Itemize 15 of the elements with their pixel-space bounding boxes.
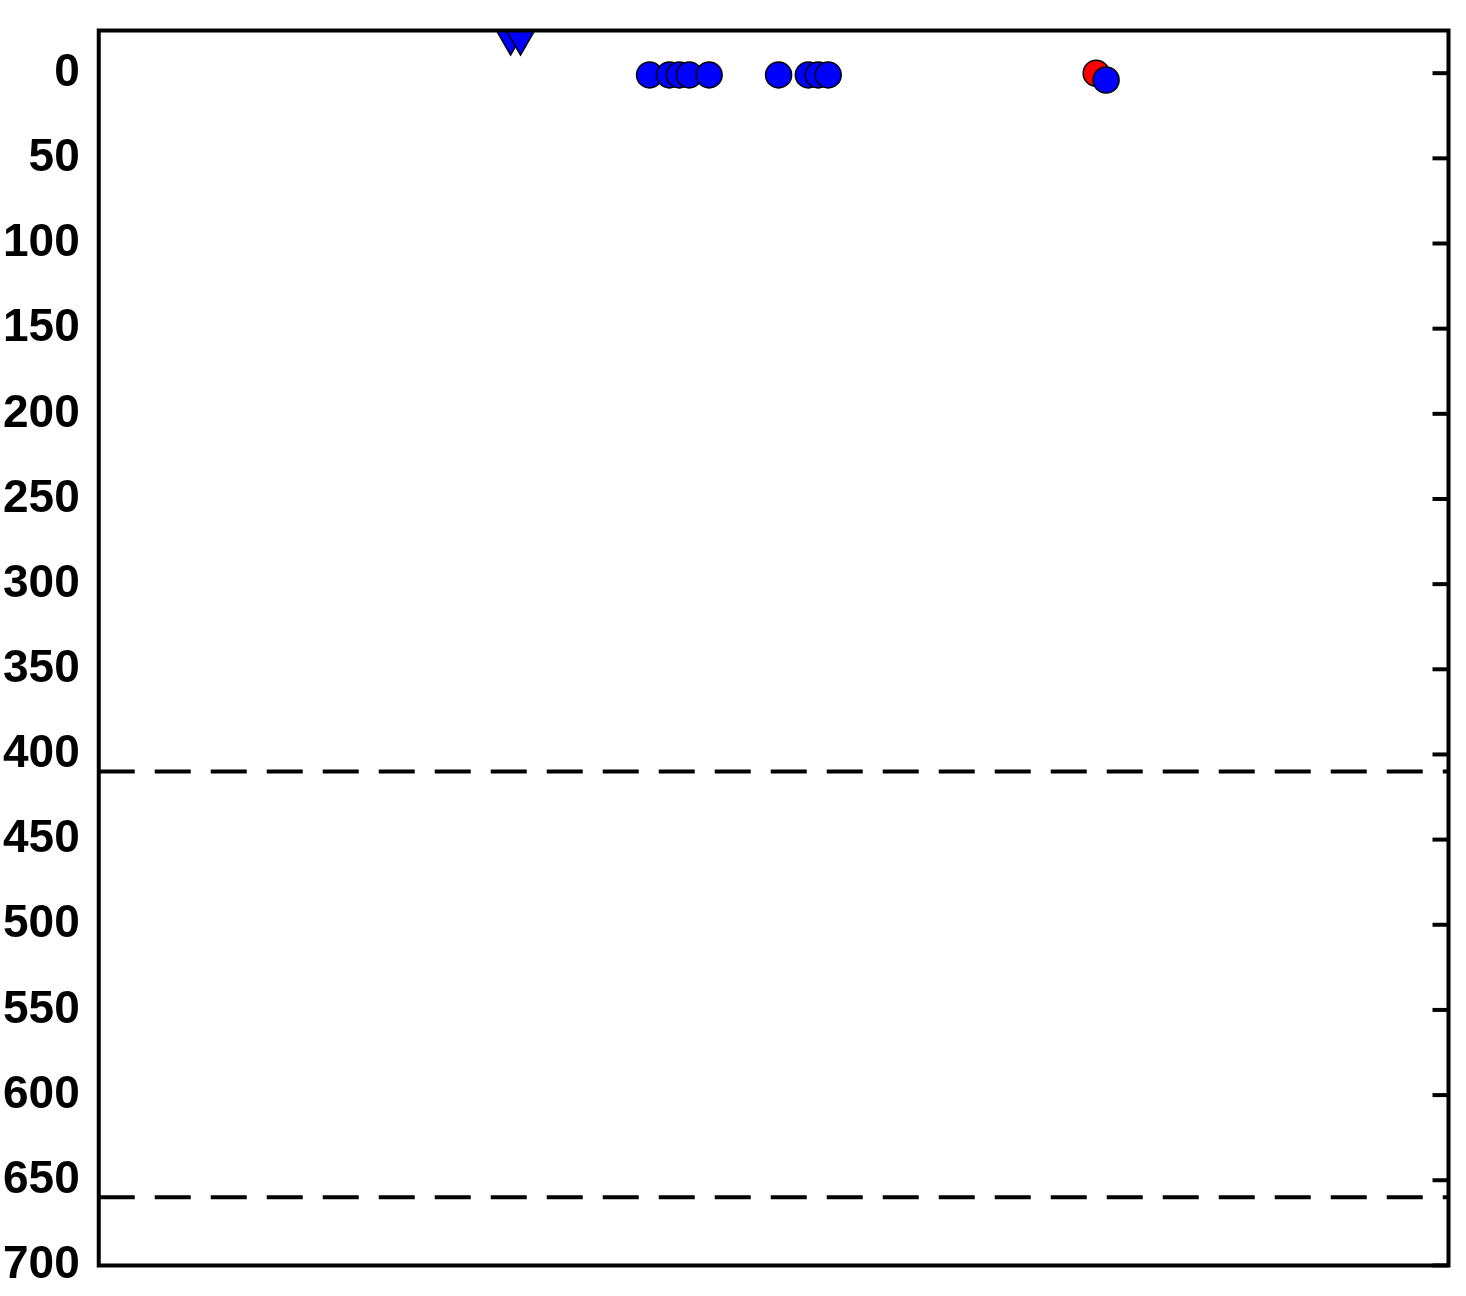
y-tick-label: 400 (3, 725, 80, 778)
y-tick-label: 650 (3, 1150, 80, 1203)
y-tick-label: 150 (3, 299, 80, 352)
y-tick-label: 250 (3, 469, 80, 522)
y-tick-label: 500 (3, 895, 80, 948)
y-tick-label: 350 (3, 639, 80, 692)
y-tick-label: 100 (3, 214, 80, 267)
y-tick-label: 600 (3, 1065, 80, 1118)
y-tick-label: 50 (28, 129, 80, 182)
y-tick-label: 700 (3, 1236, 80, 1289)
y-tick-label: 300 (3, 554, 80, 607)
y-tick-label: 550 (3, 980, 80, 1033)
y-tick-label: 0 (54, 43, 80, 96)
y-tick-label: 450 (3, 810, 80, 863)
y-tick-label: 200 (3, 384, 80, 437)
